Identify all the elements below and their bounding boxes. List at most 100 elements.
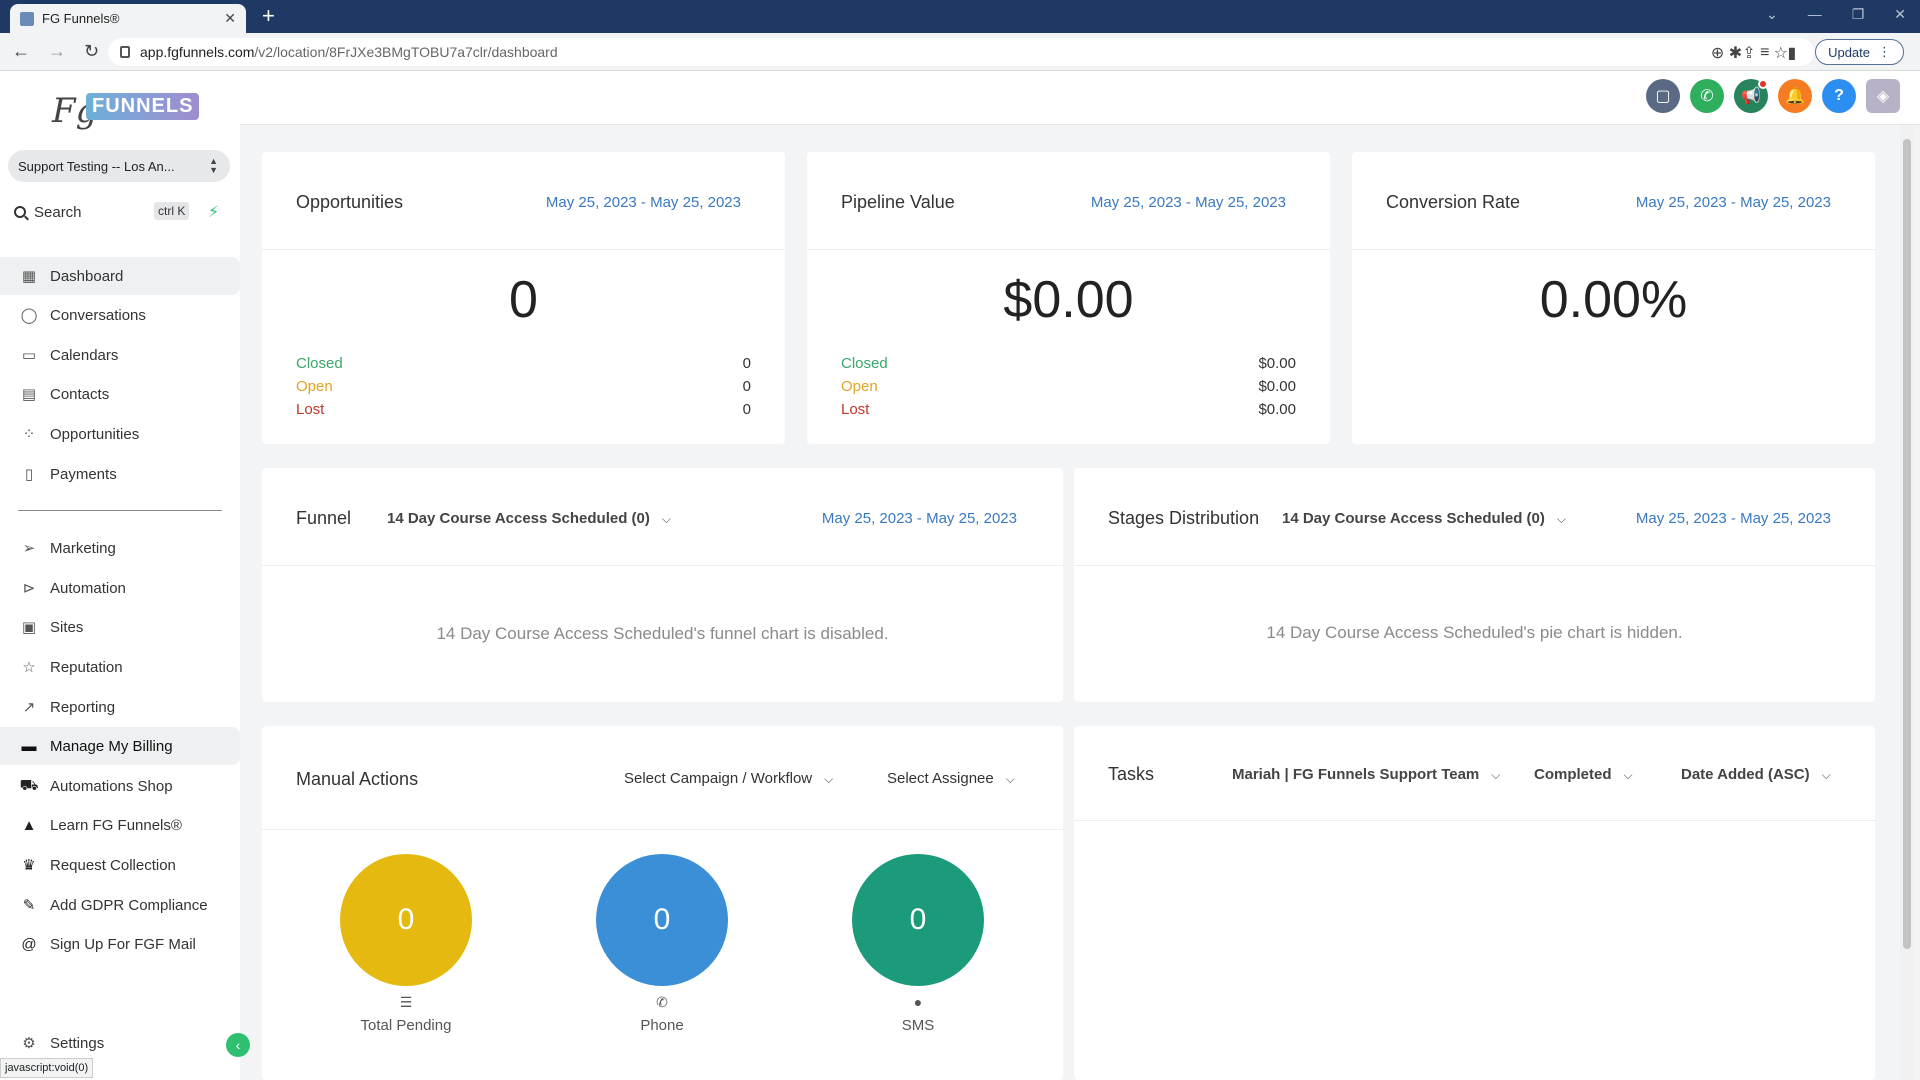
bolt-icon[interactable]: ⚡ (208, 204, 220, 221)
chevron-down-icon: ⌵ (661, 512, 671, 526)
avatar[interactable]: ◈ (1866, 79, 1900, 113)
chevron-down-icon: ⌵ (1491, 768, 1501, 782)
share-icon[interactable]: ⇪ (1742, 45, 1756, 62)
trophy-icon: ♛ (22, 857, 36, 874)
assignee-select[interactable]: Select Assignee ⌵ (887, 770, 1015, 787)
zoom-icon[interactable]: ⊕ (1710, 45, 1725, 62)
sidebar-item-automation[interactable]: ⊳ Automation (0, 569, 240, 607)
account-switcher[interactable]: Support Testing -- Los An... ▲ ▼ (8, 150, 230, 182)
manual-actions-card: Manual Actions Select Campaign / Workflo… (262, 726, 1063, 1080)
help-icon[interactable]: ? (1822, 79, 1856, 113)
task-status-dropdown[interactable]: Completed ⌵ (1534, 766, 1633, 783)
card-title: Manual Actions (296, 769, 419, 789)
megaphone-icon[interactable]: 📢 (1734, 79, 1768, 113)
stat-lost: Lost $0.00 (841, 401, 1296, 418)
total-pending-label: Total Pending (360, 1017, 452, 1034)
sidebar-item-request-collection[interactable]: ♛ Request Collection (0, 846, 240, 884)
reload-icon[interactable]: ↻ (84, 41, 100, 61)
browser-tab[interactable]: FG Funnels® ✕ (10, 4, 246, 33)
sidebar-item-settings[interactable]: ⚙ Settings (0, 1024, 240, 1062)
card-title: Funnel (296, 508, 352, 528)
sidebar-item-billing[interactable]: ▬ Manage My Billing (0, 727, 240, 765)
money-icon: ▬ (21, 737, 37, 755)
scroll-thumb[interactable] (1903, 139, 1911, 949)
forward-icon[interactable]: → (48, 41, 66, 61)
sidebar-item-fgf-mail[interactable]: @ Sign Up For FGF Mail (21, 935, 196, 953)
stat-lost: Lost 0 (296, 401, 751, 418)
search-label: Search (34, 203, 82, 221)
kebab-menu-icon[interactable]: ⋮ (1878, 44, 1891, 59)
sidebar-item-gdpr[interactable]: ✎ Add GDPR Compliance (0, 886, 240, 924)
contacts-icon: ▤ (21, 386, 37, 403)
opportunities-value: 0 (509, 271, 538, 329)
chevron-down-icon: ⌵ (824, 772, 834, 786)
sidebar-search[interactable]: Search ctrl K ⚡ (8, 197, 230, 227)
edit-icon: ✎ (22, 897, 36, 914)
cart-icon: ⛟ (19, 776, 39, 794)
tasks-card: Tasks Mariah | FG Funnels Support Team ⌵ … (1074, 726, 1875, 1080)
date-range[interactable]: May 25, 2023 - May 25, 2023 (1090, 194, 1286, 211)
phone-circle[interactable]: 0 (596, 854, 728, 986)
star-icon: ☆ (22, 659, 36, 676)
sidebar-item-payments[interactable]: ▯ Payments (0, 455, 240, 493)
new-tab-icon[interactable]: + (262, 3, 275, 28)
pipeline-value-card: Pipeline Value May 25, 2023 - May 25, 20… (807, 152, 1330, 444)
pipeline-dropdown[interactable]: 14 Day Course Access Scheduled (0) ⌵ (387, 510, 671, 527)
favicon-icon (20, 11, 34, 26)
sidebar-item-contacts[interactable]: ▤ Contacts (21, 385, 110, 404)
address-bar[interactable]: app.fgfunnels.com/v2/location/8FrJXe3BMg… (108, 38, 1814, 66)
phone-icon[interactable]: ✆ (1690, 79, 1724, 113)
sidebar-item-reporting[interactable]: ↗ Reporting (0, 688, 240, 726)
sidebar-item-dashboard[interactable]: ▦ Dashboard (0, 257, 240, 295)
card-title: Pipeline Value (841, 192, 955, 212)
send-icon: ➢ (22, 540, 36, 557)
url-domain: app.fgfunnels.com (140, 44, 255, 60)
phone-icon: ✆ (656, 994, 668, 1010)
sidebar-item-automations-shop[interactable]: ⛟ Automations Shop (19, 776, 173, 795)
bookmark-star-icon[interactable]: ☆ (1773, 45, 1788, 62)
sidebar-item-calendars[interactable]: ▭ Calendars (21, 346, 119, 365)
list-icon: ☰ (399, 994, 413, 1010)
date-range[interactable]: May 25, 2023 - May 25, 2023 (545, 194, 741, 211)
reading-list-icon[interactable]: ≡ (1760, 44, 1770, 61)
card-title: Opportunities (296, 192, 404, 212)
trend-icon: ↗ (22, 699, 36, 716)
collapse-sidebar-icon[interactable]: ‹ (226, 1033, 250, 1057)
fg-funnels-logo[interactable]: Fg FUNNELS (52, 87, 200, 133)
graduation-icon: ▲ (21, 816, 37, 834)
task-assignee-dropdown[interactable]: Mariah | FG Funnels Support Team ⌵ (1232, 766, 1501, 783)
minimize-icon[interactable]: — (1807, 6, 1822, 22)
date-range[interactable]: May 25, 2023 - May 25, 2023 (1635, 510, 1831, 527)
sms-circle[interactable]: 0 (852, 854, 984, 986)
pipeline-dropdown[interactable]: 14 Day Course Access Scheduled (0) ⌵ (1282, 510, 1566, 527)
date-range[interactable]: May 25, 2023 - May 25, 2023 (1635, 194, 1831, 211)
total-pending-circle[interactable]: 0 (340, 854, 472, 986)
bell-icon[interactable]: 🔔 (1778, 79, 1812, 113)
close-icon[interactable]: ✕ (224, 10, 236, 26)
extensions-icon[interactable]: ✱ (1728, 45, 1743, 62)
sidebar-item-reputation[interactable]: ☆ Reputation (0, 648, 240, 686)
date-range[interactable]: May 25, 2023 - May 25, 2023 (821, 510, 1017, 527)
page-scrollbar[interactable] (1900, 125, 1914, 1080)
account-name: Support Testing -- Los An... (18, 158, 175, 174)
back-icon[interactable]: ← (12, 41, 30, 61)
sidepanel-icon[interactable]: ▮ (1787, 45, 1797, 62)
update-button[interactable]: Update ⋮ (1815, 39, 1904, 65)
sidebar-item-conversations[interactable]: ◯ Conversations (20, 306, 146, 325)
campaign-select[interactable]: Select Campaign / Workflow ⌵ (624, 770, 834, 787)
funnel-disabled-message: 14 Day Course Access Scheduled's funnel … (436, 624, 889, 643)
window-close-icon[interactable]: ✕ (1894, 6, 1906, 22)
restore-icon[interactable]: ❐ (1851, 6, 1865, 22)
task-sort-dropdown[interactable]: Date Added (ASC) ⌵ (1681, 766, 1831, 783)
grid-icon: ▦ (21, 268, 37, 285)
sidebar: Fg FUNNELS Support Testing -- Los An... … (0, 71, 250, 1080)
sidebar-item-marketing[interactable]: ➢ Marketing (0, 529, 240, 567)
window-controls: ⌄ — ❐ ✕ (1766, 6, 1906, 23)
sidebar-item-sites[interactable]: ▣ Sites (21, 618, 84, 637)
tab-search-icon[interactable]: ⌄ (1765, 6, 1778, 22)
sidebar-divider (18, 510, 222, 511)
sms-icon: ● (913, 994, 923, 1010)
sidebar-item-learn[interactable]: ▲ Learn FG Funnels® (21, 816, 182, 834)
sidebar-item-opportunities[interactable]: ⁘ Opportunities (0, 415, 240, 453)
chat-widget-icon[interactable]: ▢ (1646, 79, 1680, 113)
